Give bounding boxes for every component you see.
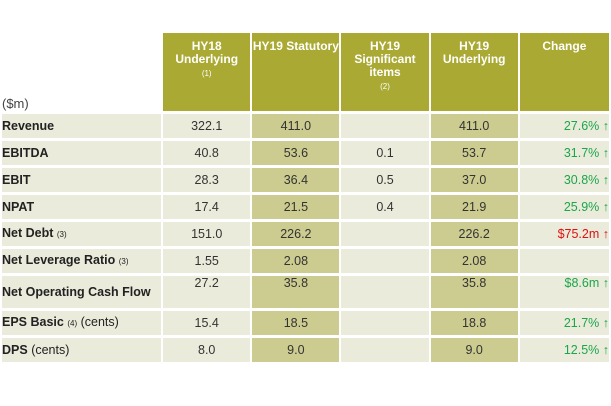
change-cell: 25.9% ↑ xyxy=(519,195,609,219)
column-title: HY19 Underlying xyxy=(442,39,506,66)
column-title: HY19 Statutory xyxy=(252,39,339,53)
financial-results-table: ($m) HY18 Underlying (1) HY19 Statutory … xyxy=(0,30,611,365)
row-label-text: DPS xyxy=(2,343,28,357)
row-label: EBITDA xyxy=(2,141,162,165)
value-cell: 35.8 xyxy=(252,276,340,308)
value-cell xyxy=(341,114,429,138)
value-cell: 21.9 xyxy=(430,195,518,219)
value-cell: 2.08 xyxy=(430,249,518,273)
header-row: ($m) HY18 Underlying (1) HY19 Statutory … xyxy=(2,33,609,111)
value-cell: 27.2 xyxy=(163,276,251,308)
value-cell: 9.0 xyxy=(430,338,518,362)
value-cell: 8.0 xyxy=(163,338,251,362)
value-cell: 411.0 xyxy=(252,114,340,138)
value-cell: 151.0 xyxy=(163,222,251,246)
column-title: HY19 Significant items xyxy=(354,39,416,79)
table-row: NPAT 17.4 21.5 0.4 21.9 25.9% ↑ xyxy=(2,195,609,219)
change-cell: 21.7% ↑ xyxy=(519,311,609,335)
value-cell: 21.5 xyxy=(252,195,340,219)
row-label-text: EBIT xyxy=(2,173,31,187)
row-unit: (cents) xyxy=(80,315,119,329)
column-header-hy19-underlying: HY19 Underlying xyxy=(430,33,518,111)
value-cell: 53.6 xyxy=(252,141,340,165)
value-cell: 35.8 xyxy=(430,276,518,308)
row-footnote: (4) xyxy=(67,319,78,328)
row-label: Net Operating Cash Flow xyxy=(2,276,162,308)
value-cell: 2.08 xyxy=(252,249,340,273)
value-cell: 226.2 xyxy=(430,222,518,246)
row-label-text: Revenue xyxy=(2,119,55,133)
row-label-text: Net Operating Cash Flow xyxy=(2,285,151,299)
change-cell: 12.5% ↑ xyxy=(519,338,609,362)
value-cell xyxy=(341,222,429,246)
value-cell: 18.5 xyxy=(252,311,340,335)
value-cell: 17.4 xyxy=(163,195,251,219)
value-cell xyxy=(341,311,429,335)
column-header-hy18-underlying: HY18 Underlying (1) xyxy=(163,33,251,111)
row-label: NPAT xyxy=(2,195,162,219)
unit-label: ($m) xyxy=(2,33,162,111)
change-cell xyxy=(519,249,609,273)
table-row: DPS (cents) 8.0 9.0 9.0 12.5% ↑ xyxy=(2,338,609,362)
row-label-text: NPAT xyxy=(2,200,35,214)
change-cell: 30.8% ↑ xyxy=(519,168,609,192)
table-row: Net Debt (3) 151.0 226.2 226.2 $75.2m ↑ xyxy=(2,222,609,246)
row-label: DPS (cents) xyxy=(2,338,162,362)
column-footnote: (2) xyxy=(380,82,390,91)
value-cell: 9.0 xyxy=(252,338,340,362)
row-unit: (cents) xyxy=(31,343,70,357)
table-row: Revenue 322.1 411.0 411.0 27.6% ↑ xyxy=(2,114,609,138)
value-cell: 36.4 xyxy=(252,168,340,192)
change-cell: $8.6m ↑ xyxy=(519,276,609,308)
row-footnote: (3) xyxy=(56,230,67,239)
change-cell: 31.7% ↑ xyxy=(519,141,609,165)
table-row: EBIT 28.3 36.4 0.5 37.0 30.8% ↑ xyxy=(2,168,609,192)
column-footnote: (1) xyxy=(201,69,212,78)
column-header-hy19-statutory: HY19 Statutory xyxy=(252,33,340,111)
column-header-hy19-significant-items: HY19 Significant items (2) xyxy=(341,33,429,111)
value-cell: 18.8 xyxy=(430,311,518,335)
column-title: HY18 Underlying xyxy=(175,39,239,66)
value-cell: 15.4 xyxy=(163,311,251,335)
value-cell: 0.5 xyxy=(341,168,429,192)
value-cell: 0.4 xyxy=(341,195,429,219)
table-body: Revenue 322.1 411.0 411.0 27.6% ↑ EBITDA 40.8 5… xyxy=(2,114,609,362)
value-cell xyxy=(341,276,429,308)
column-header-change: Change xyxy=(519,33,609,111)
value-cell: 226.2 xyxy=(252,222,340,246)
row-label-text: EPS Basic xyxy=(2,315,64,329)
row-label-text: Net Debt xyxy=(2,226,54,240)
table-row: EBITDA 40.8 53.6 0.1 53.7 31.7% ↑ xyxy=(2,141,609,165)
value-cell: 411.0 xyxy=(430,114,518,138)
value-cell: 1.55 xyxy=(163,249,251,273)
table-row: EPS Basic (4) (cents) 15.4 18.5 18.8 21.7% ↑ xyxy=(2,311,609,335)
row-label: EPS Basic (4) (cents) xyxy=(2,311,162,335)
row-label: Revenue xyxy=(2,114,162,138)
change-cell: 27.6% ↑ xyxy=(519,114,609,138)
row-label: Net Leverage Ratio (3) xyxy=(2,249,162,273)
value-cell: 37.0 xyxy=(430,168,518,192)
row-footnote: (3) xyxy=(118,257,129,266)
value-cell: 28.3 xyxy=(163,168,251,192)
row-label-text: Net Leverage Ratio xyxy=(2,253,116,267)
row-label: EBIT xyxy=(2,168,162,192)
value-cell: 40.8 xyxy=(163,141,251,165)
change-cell: $75.2m ↑ xyxy=(519,222,609,246)
table-row: Net Operating Cash Flow 27.2 35.8 35.8 $8.6m… xyxy=(2,276,609,308)
value-cell: 322.1 xyxy=(163,114,251,138)
value-cell: 53.7 xyxy=(430,141,518,165)
table-row: Net Leverage Ratio (3) 1.55 2.08 2.08 xyxy=(2,249,609,273)
value-cell xyxy=(341,338,429,362)
value-cell xyxy=(341,249,429,273)
value-cell: 0.1 xyxy=(341,141,429,165)
column-title: Change xyxy=(542,39,587,53)
row-label: Net Debt (3) xyxy=(2,222,162,246)
row-label-text: EBITDA xyxy=(2,146,49,160)
